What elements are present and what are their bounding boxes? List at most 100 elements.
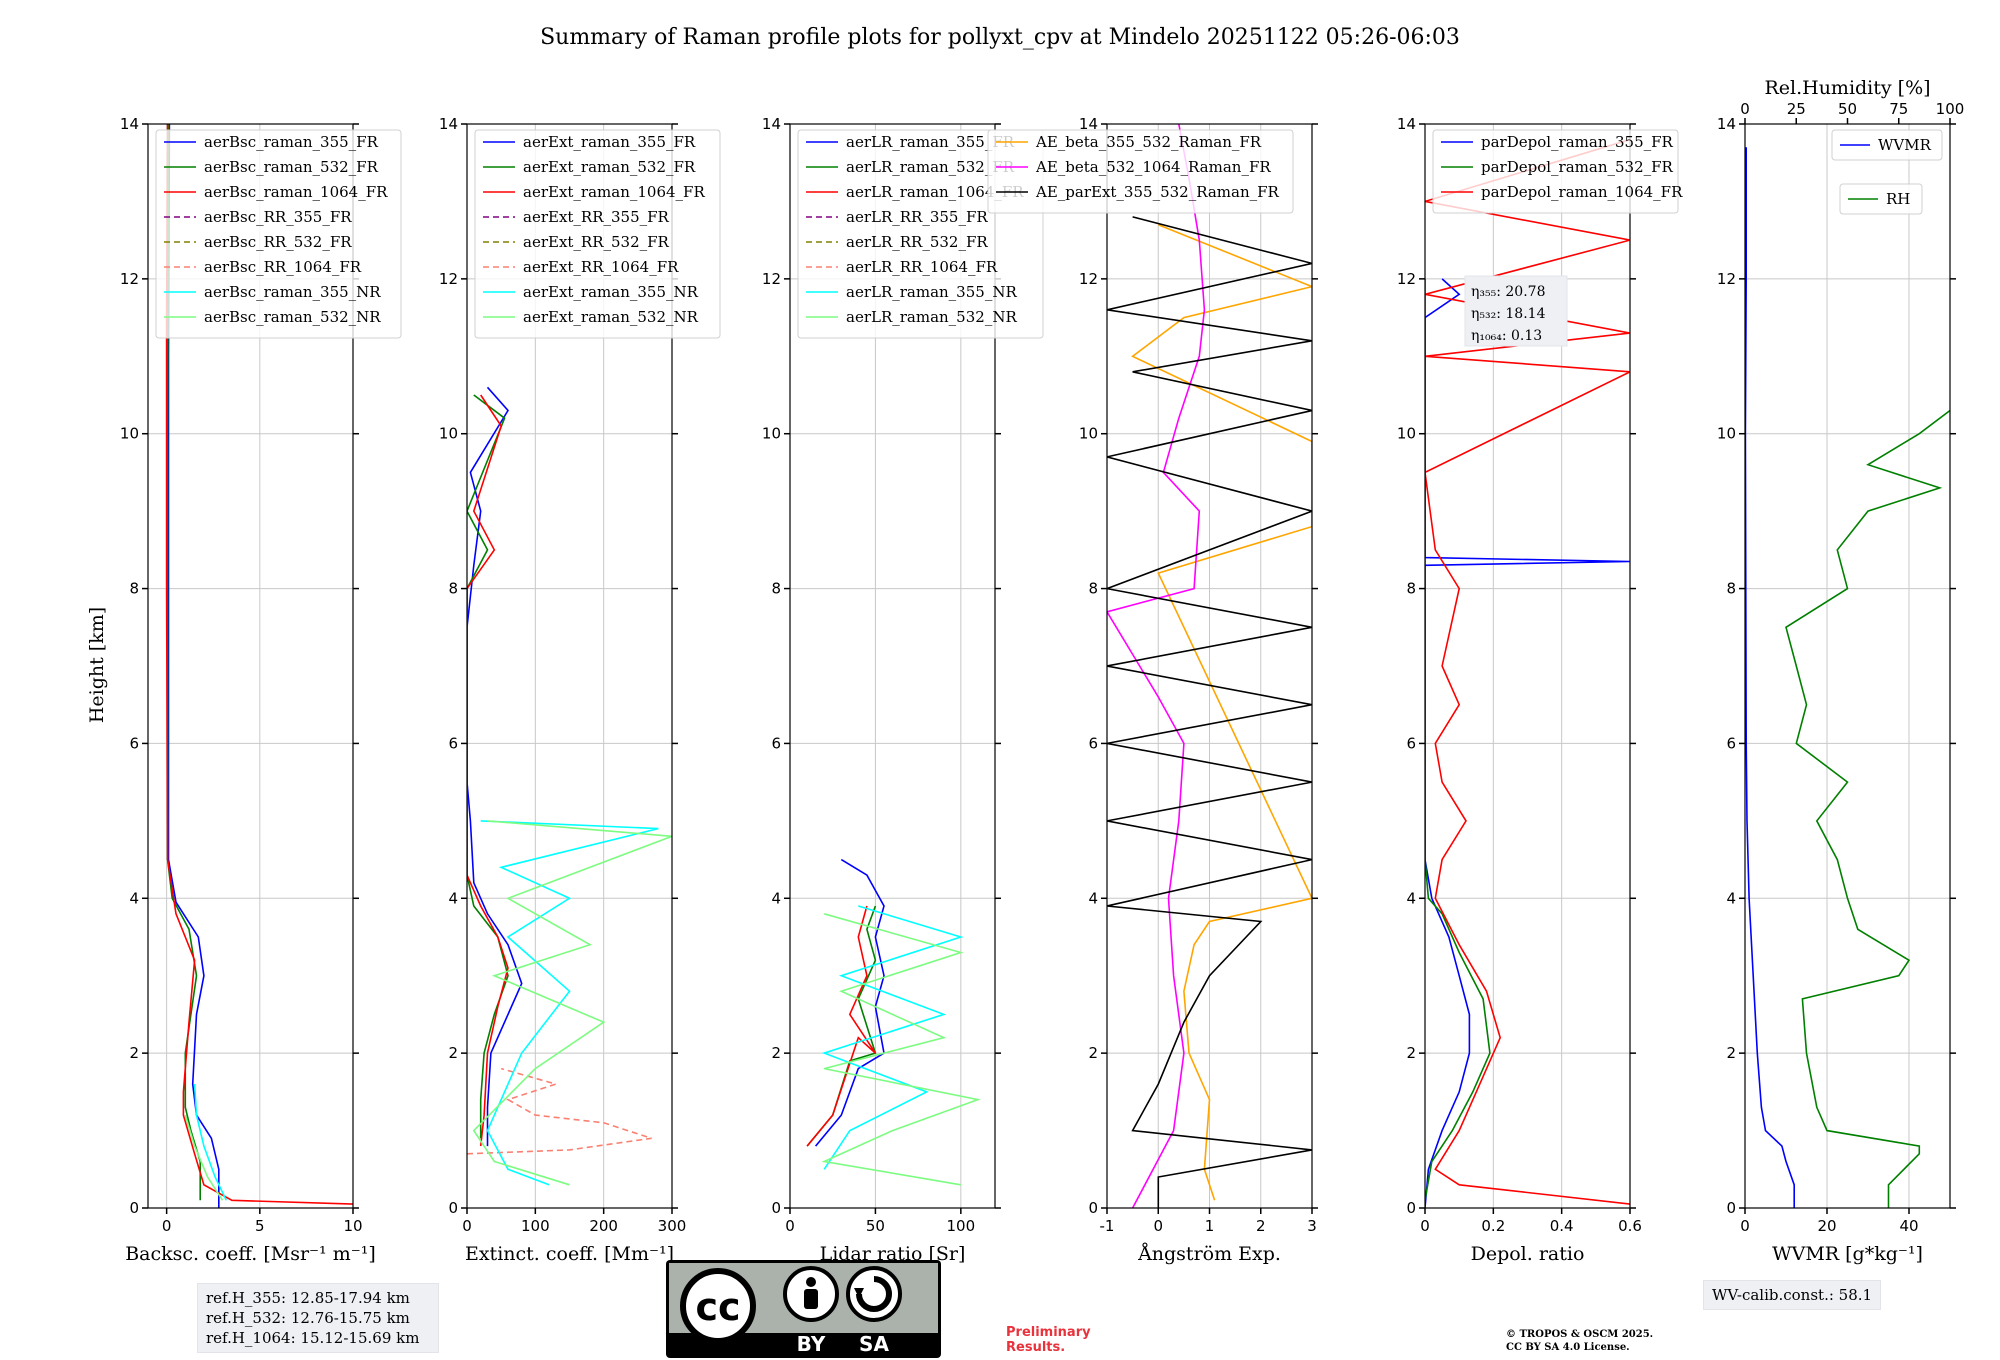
- y-tick-label: 14: [1717, 115, 1736, 133]
- panel-frame: [147, 123, 354, 1209]
- legend-label: aerLR_RR_1064_FR: [846, 258, 998, 276]
- series-line-aerExt_raman_532_FR: [467, 394, 509, 1139]
- y-tick-label: 14: [120, 115, 139, 133]
- x-axis-label: Extinct. coeff. [Mm⁻¹]: [465, 1243, 674, 1265]
- y-tick-label: 8: [1088, 580, 1098, 598]
- copyright-note: © TROPOS & OSCM 2025. CC BY SA 4.0 Licen…: [1506, 1328, 1653, 1354]
- top-tick-label: 25: [1787, 100, 1806, 118]
- top-tick-label: 50: [1838, 100, 1857, 118]
- legend-label: aerBsc_RR_532_FR: [204, 233, 352, 251]
- series-line-aerBsc_raman_355_NR: [193, 1084, 228, 1201]
- top-tick-label: 0: [1740, 100, 1750, 118]
- y-tick-label: 2: [448, 1044, 458, 1062]
- y-tick-label: 14: [439, 115, 458, 133]
- legend-label: AE_beta_532_1064_Raman_FR: [1035, 158, 1271, 176]
- x-tick-label: 40: [1899, 1217, 1918, 1235]
- y-tick-label: 4: [1088, 889, 1098, 907]
- series-line-parDepol_raman_532_FR: [1425, 278, 1491, 1201]
- y-tick-label: 0: [129, 1199, 139, 1217]
- sa-label: SA: [859, 1332, 889, 1356]
- x-tick-label: 10: [343, 1217, 362, 1235]
- y-tick-label: 8: [771, 580, 781, 598]
- series-line-RH: [1785, 409, 1950, 1208]
- y-tick-label: 12: [762, 270, 781, 288]
- legend-label: aerExt_raman_355_FR: [523, 133, 696, 151]
- y-tick-label: 0: [448, 1199, 458, 1217]
- series-group: [1107, 124, 1312, 1208]
- y-tick-label: 8: [1406, 580, 1416, 598]
- preliminary-line-2: Results.: [1006, 1340, 1066, 1355]
- legend-label: aerLR_RR_355_FR: [846, 208, 988, 226]
- y-tick-label: 2: [1088, 1044, 1098, 1062]
- series-line-aerBsc_raman_1064_FR: [165, 124, 353, 1205]
- copyright-line-1: © TROPOS & OSCM 2025.: [1506, 1329, 1654, 1340]
- panel-water_vapor: 0 20 40 0 2 4 6 8 10 12 14 WVMR [g*kg⁻¹] 0 25 50 75 100 R…: [1717, 77, 1964, 1265]
- x-tick-label: 0.2: [1481, 1217, 1505, 1235]
- legend-label: aerBsc_RR_355_FR: [204, 208, 352, 226]
- y-tick-label: 4: [1726, 889, 1736, 907]
- legend-box: [987, 129, 1294, 214]
- series-line-parDepol_raman_355_FR: [1425, 278, 1630, 1208]
- eta-label: η₅₃₂: 18.14: [1471, 306, 1546, 322]
- y-tick-label: 0: [1406, 1199, 1416, 1217]
- legend-label: aerLR_raman_355_FR: [846, 133, 1015, 151]
- series-line-aerExt_raman_532_NR: [472, 820, 672, 1186]
- series-line-WVMR: [1745, 147, 1795, 1208]
- panel-depolarization: 0 0.2 0.4 0.6 0 2 4 6 8 10 12 14 Depol. ratio parDepo…: [1397, 115, 1683, 1265]
- eta-label: η₃₅₅: 20.78: [1471, 284, 1545, 300]
- x-tick-label: 300: [658, 1217, 687, 1235]
- series-line-aerExt_raman_355_NR: [480, 820, 659, 1186]
- series-line-aerBsc_raman_355_FR: [167, 124, 220, 1208]
- x-tick-label: 0.4: [1550, 1217, 1574, 1235]
- figure-title: Summary of Raman profile plots for polly…: [540, 25, 1460, 50]
- x-tick-label: 20: [1817, 1217, 1836, 1235]
- eta-label: η₁₀₆₄: 0.13: [1471, 328, 1542, 344]
- series-line-aerLR_raman_1064_FR: [806, 905, 877, 1147]
- series-line-aerLR_raman_532_FR: [806, 905, 877, 1147]
- x-tick-label: 0: [785, 1217, 795, 1235]
- series-line-parDepol_raman_1064_FR: [1425, 138, 1630, 1205]
- x-tick-label: 0: [162, 1217, 172, 1235]
- legend-label: aerExt_RR_532_FR: [523, 233, 670, 251]
- legend-label: aerLR_RR_532_FR: [846, 233, 988, 251]
- y-tick-label: 14: [1079, 115, 1098, 133]
- y-tick-label: 8: [1726, 580, 1736, 598]
- y-tick-label: 12: [120, 270, 139, 288]
- y-tick-label: 2: [771, 1044, 781, 1062]
- legend-label: AE_beta_355_532_Raman_FR: [1035, 133, 1262, 151]
- y-tick-label: 6: [1406, 734, 1416, 752]
- top-axis-label: Rel.Humidity [%]: [1764, 77, 1930, 99]
- panel-frame: [789, 123, 996, 1209]
- x-axis-label: Backsc. coeff. [Msr⁻¹ m⁻¹]: [125, 1243, 376, 1265]
- legend-label: parDepol_raman_355_FR: [1481, 133, 1674, 151]
- y-tick-label: 14: [1397, 115, 1416, 133]
- y-tick-label: 4: [1406, 889, 1416, 907]
- x-tick-label: 0: [1420, 1217, 1430, 1235]
- y-tick-label: 8: [129, 580, 139, 598]
- y-axis-label: Height [km]: [86, 607, 108, 723]
- legend-label: aerExt_RR_1064_FR: [523, 258, 679, 276]
- legend-box: [155, 129, 402, 339]
- x-tick-label: 100: [947, 1217, 976, 1235]
- ref-h-1064: ref.H_1064: 15.12-15.69 km: [206, 1329, 420, 1347]
- y-tick-label: 10: [439, 425, 458, 443]
- legend-label: aerBsc_raman_355_NR: [204, 283, 381, 301]
- panel-frame: [1424, 123, 1631, 1209]
- x-axis-label: WVMR [g*kg⁻¹]: [1772, 1243, 1923, 1265]
- panel-backscatter: 0 5 10 0 2 4 6 8 10 12 14 Backsc. coeff. [Msr⁻¹ m⁻¹…: [120, 115, 402, 1265]
- series-line-aerLR_raman_532_NR: [821, 913, 981, 1186]
- legend-label: WVMR: [1878, 136, 1932, 154]
- legend-label: aerExt_raman_355_NR: [523, 283, 699, 301]
- legend-label: aerLR_raman_355_NR: [846, 283, 1017, 301]
- legend-label: parDepol_raman_532_FR: [1481, 158, 1674, 176]
- y-tick-label: 6: [1088, 734, 1098, 752]
- ref-h-532: ref.H_532: 12.76-15.75 km: [206, 1309, 410, 1327]
- panel-frame: [466, 123, 673, 1209]
- legend-label: RH: [1886, 190, 1910, 208]
- panel-extinction: 0 100 200 300 0 2 4 6 8 10 12 14 Extinct. coeff. [Mm…: [439, 115, 721, 1265]
- x-tick-label: 5: [255, 1217, 265, 1235]
- panel-lidar_ratio: 0 50 100 0 2 4 6 8 10 12 14 Lidar ratio [Sr] aerLR_r…: [762, 115, 1044, 1265]
- x-tick-label: 0: [1153, 1217, 1163, 1235]
- legend-label: aerLR_raman_532_NR: [846, 308, 1017, 326]
